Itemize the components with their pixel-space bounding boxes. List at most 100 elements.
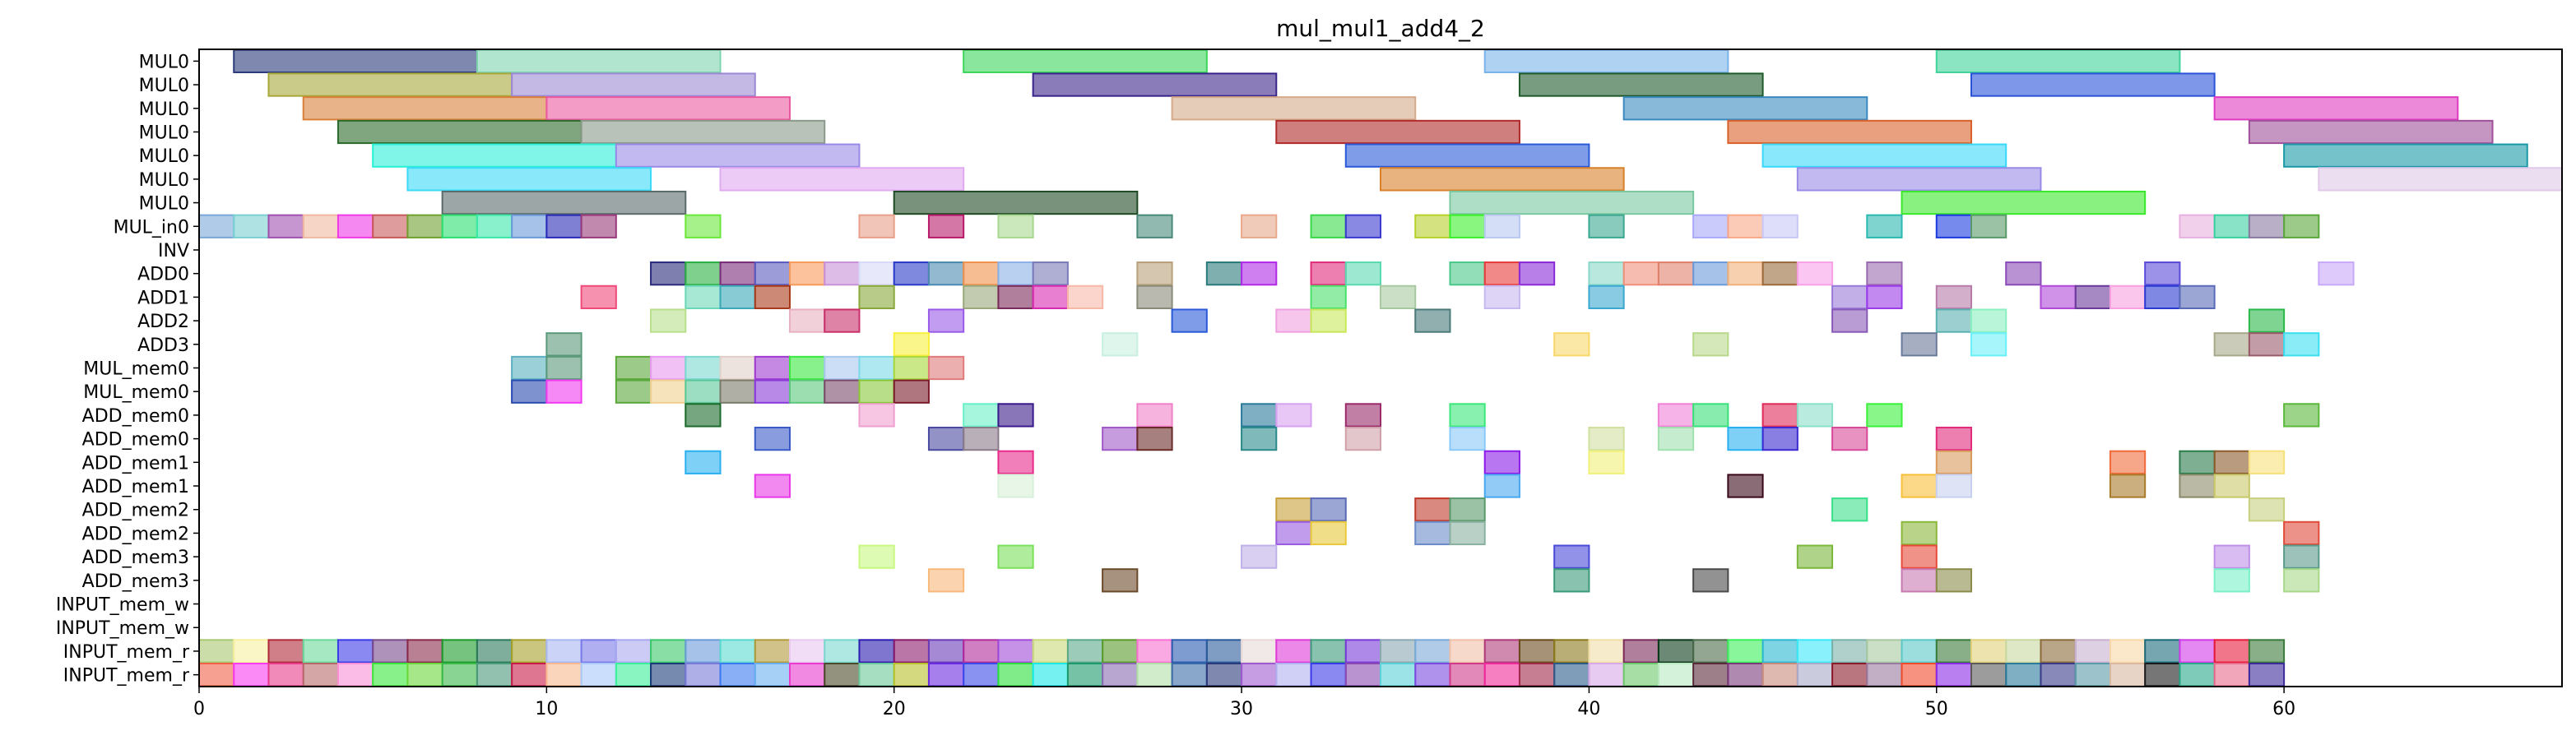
task-bar <box>2074 284 2111 310</box>
task-bar <box>963 49 1208 73</box>
task-bar <box>1727 214 1764 238</box>
task-bar <box>1692 403 1729 428</box>
task-bar <box>302 214 339 238</box>
task-bar <box>1796 544 1834 569</box>
task-bar <box>1136 663 1173 687</box>
task-bar <box>1518 639 1556 664</box>
task-bar <box>1171 663 1208 687</box>
task-bar <box>1136 639 1173 664</box>
task-bar <box>2179 639 2216 664</box>
y-tick-label: ADD_mem2 <box>82 501 189 521</box>
task-bar <box>2248 119 2494 145</box>
task-bar <box>1935 450 1972 474</box>
task-bar <box>2213 639 2250 664</box>
task-bar <box>2213 544 2250 569</box>
task-bar <box>476 49 722 73</box>
y-tick-label: INV <box>158 241 189 261</box>
task-bar <box>927 355 965 381</box>
task-bar <box>1310 308 1347 333</box>
task-bar <box>267 663 304 687</box>
task-bar <box>650 308 687 333</box>
task-bar <box>1866 214 1903 238</box>
task-bar <box>267 639 304 664</box>
task-bar <box>1553 332 1590 357</box>
task-bar <box>824 261 861 286</box>
task-bar <box>580 663 617 687</box>
task-bar <box>337 639 374 664</box>
task-bar <box>1241 426 1278 451</box>
task-bar <box>1136 261 1173 286</box>
task-bar <box>1831 497 1868 522</box>
task-bar <box>2040 663 2077 687</box>
task-bar <box>1657 261 1695 286</box>
task-bar <box>2179 663 2216 687</box>
task-bar <box>1032 261 1069 286</box>
task-bar <box>2248 497 2286 522</box>
task-bar <box>2248 639 2286 664</box>
task-bar <box>1761 663 1799 687</box>
task-bar <box>2213 214 2250 238</box>
task-bar <box>858 403 895 428</box>
task-bar <box>685 214 722 238</box>
task-bar <box>1692 663 1729 687</box>
task-bar <box>2109 474 2147 498</box>
task-bar <box>441 190 687 215</box>
task-bar <box>545 355 583 381</box>
y-tick-label: MUL0 <box>139 146 189 167</box>
task-bar <box>1205 261 1243 286</box>
task-bar <box>1692 214 1729 238</box>
task-bar <box>1171 639 1208 664</box>
task-bar <box>1102 332 1139 357</box>
task-bar <box>545 214 583 238</box>
task-bar <box>963 284 1000 310</box>
task-bar <box>406 167 652 192</box>
task-bar <box>1901 520 1938 546</box>
task-bar <box>267 214 304 238</box>
task-bar <box>1310 663 1347 687</box>
task-bar <box>580 119 826 145</box>
task-bar <box>719 639 756 664</box>
task-bar <box>2005 663 2042 687</box>
task-bar <box>1414 639 1451 664</box>
plot-frame <box>198 49 2563 687</box>
task-bar <box>719 261 756 286</box>
task-bar <box>685 261 722 286</box>
task-bar <box>1102 426 1139 451</box>
task-bar <box>719 284 756 310</box>
task-bar <box>1866 639 1903 664</box>
y-tick-label: INPUT_mem_r <box>63 642 190 663</box>
task-bar <box>1935 663 1972 687</box>
task-bar <box>789 379 826 404</box>
task-bar <box>997 403 1034 428</box>
task-bar <box>1970 72 2216 97</box>
y-tick-label: MUL_mem0 <box>83 359 189 380</box>
task-bar <box>1622 261 1659 286</box>
task-bar <box>1588 284 1625 310</box>
task-bar <box>719 355 756 381</box>
task-bar <box>1275 663 1312 687</box>
y-tick-label: MUL_mem0 <box>83 382 189 403</box>
task-bar <box>1344 403 1381 428</box>
task-bar <box>1310 214 1347 238</box>
x-tick-label: 40 <box>1577 699 1600 719</box>
task-bar <box>302 639 339 664</box>
task-bar <box>824 355 861 381</box>
task-bar <box>1449 190 1695 215</box>
task-bar <box>1483 284 1520 310</box>
task-bar <box>1241 639 1278 664</box>
task-bar <box>1761 426 1799 451</box>
y-tick-label: ADD1 <box>137 288 189 308</box>
task-bar <box>858 284 895 310</box>
task-bar <box>1380 639 1417 664</box>
task-bar <box>1066 284 1104 310</box>
task-bar <box>893 355 930 381</box>
task-bar <box>1483 49 1729 73</box>
task-bar <box>2144 639 2181 664</box>
task-bar <box>2005 639 2042 664</box>
task-bar <box>580 214 617 238</box>
task-bar <box>719 663 756 687</box>
y-tick-label: ADD_mem0 <box>82 430 189 451</box>
y-tick-label: MUL_in0 <box>114 217 189 238</box>
task-bar <box>1066 639 1104 664</box>
task-bar <box>1727 261 1764 286</box>
